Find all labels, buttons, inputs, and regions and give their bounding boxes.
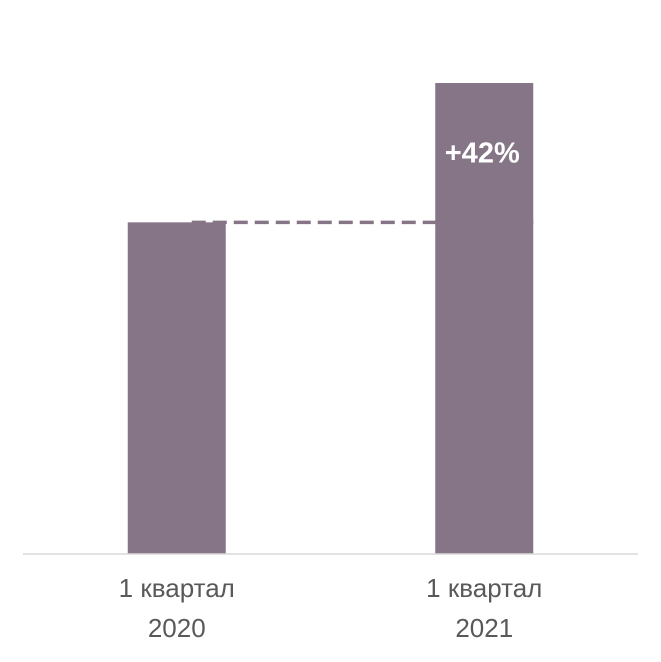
bar xyxy=(127,222,226,555)
bar xyxy=(435,83,534,555)
x-tick-label: 2020 xyxy=(148,613,206,643)
x-tick-label: 1 квартал xyxy=(119,573,235,603)
annotation: +42% xyxy=(445,138,520,170)
x-tick-label: 1 квартал xyxy=(426,573,542,603)
x-tick-label: 2021 xyxy=(455,613,513,643)
